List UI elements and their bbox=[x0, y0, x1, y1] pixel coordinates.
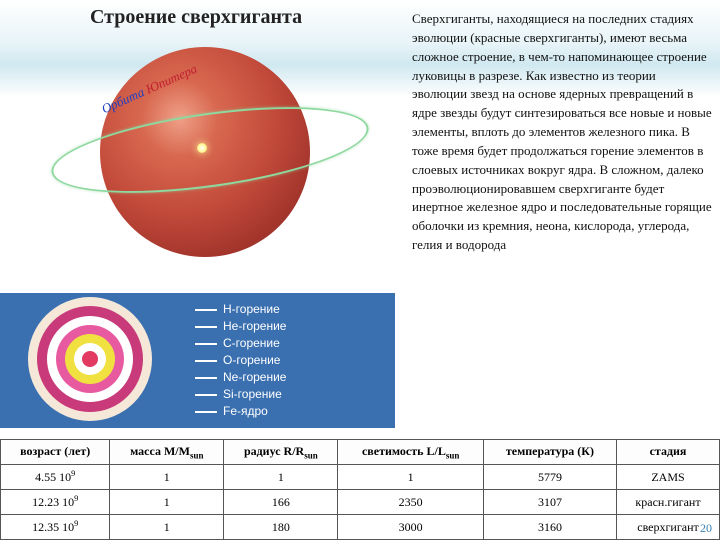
table-header-row: возраст (лет)масса M/Msunрадиус R/Rsunсв… bbox=[1, 439, 720, 464]
description-text: Сверхгиганты, находящиеся на последних с… bbox=[412, 10, 712, 255]
burn-label: Fe-ядро bbox=[195, 403, 286, 420]
diagram-column: Орбита Юпитера H-горениеHe-горениеC-горе… bbox=[0, 35, 395, 430]
star-core-glow bbox=[197, 143, 207, 153]
table-header-cell: температура (К) bbox=[483, 439, 616, 464]
table-header-cell: масса M/Msun bbox=[110, 439, 224, 464]
table-cell: 1 bbox=[338, 465, 483, 490]
table-cell: 180 bbox=[224, 515, 338, 540]
burn-label: O-горение bbox=[195, 352, 286, 369]
burn-label: Ne-горение bbox=[195, 369, 286, 386]
table-cell: красн.гигант bbox=[617, 490, 720, 515]
table-header-cell: стадия bbox=[617, 439, 720, 464]
burn-labels-list: H-горениеHe-горениеC-горениеO-горениеNe-… bbox=[195, 301, 286, 420]
page-title: Строение сверхгиганта bbox=[90, 6, 302, 29]
shell-ring bbox=[82, 351, 98, 367]
burning-shells-diagram: H-горениеHe-горениеC-горениеO-горениеNe-… bbox=[0, 293, 395, 428]
table-cell: 1 bbox=[110, 465, 224, 490]
table-cell: 12.35 109 bbox=[1, 515, 110, 540]
table-header-cell: возраст (лет) bbox=[1, 439, 110, 464]
table-cell: 3160 bbox=[483, 515, 616, 540]
table-cell: 166 bbox=[224, 490, 338, 515]
table: возраст (лет)масса M/Msunрадиус R/Rsunсв… bbox=[0, 439, 720, 540]
table-cell: 1 bbox=[110, 490, 224, 515]
burn-label: H-горение bbox=[195, 301, 286, 318]
table-body: 4.55 1091115779ZAMS12.23 109116623503107… bbox=[1, 465, 720, 540]
table-cell: 3000 bbox=[338, 515, 483, 540]
table-cell: 1 bbox=[224, 465, 338, 490]
burn-label: He-горение bbox=[195, 318, 286, 335]
table-row: 12.35 109118030003160сверхгигант bbox=[1, 515, 720, 540]
table-cell: 3107 bbox=[483, 490, 616, 515]
table-cell: 4.55 109 bbox=[1, 465, 110, 490]
table-cell: 2350 bbox=[338, 490, 483, 515]
supergiant-sphere-diagram: Орбита Юпитера bbox=[40, 35, 380, 285]
table-cell: 1 bbox=[110, 515, 224, 540]
table-cell: 5779 bbox=[483, 465, 616, 490]
table-cell: 12.23 109 bbox=[1, 490, 110, 515]
slide-number: 20 bbox=[700, 521, 712, 536]
table-cell: ZAMS bbox=[617, 465, 720, 490]
table-row: 12.23 109116623503107красн.гигант bbox=[1, 490, 720, 515]
table-header-cell: светимость L/Lsun bbox=[338, 439, 483, 464]
burn-label: Si-горение bbox=[195, 386, 286, 403]
table-header-cell: радиус R/Rsun bbox=[224, 439, 338, 464]
table-row: 4.55 1091115779ZAMS bbox=[1, 465, 720, 490]
burn-label: C-горение bbox=[195, 335, 286, 352]
evolution-table: возраст (лет)масса M/Msunрадиус R/Rsunсв… bbox=[0, 439, 720, 540]
